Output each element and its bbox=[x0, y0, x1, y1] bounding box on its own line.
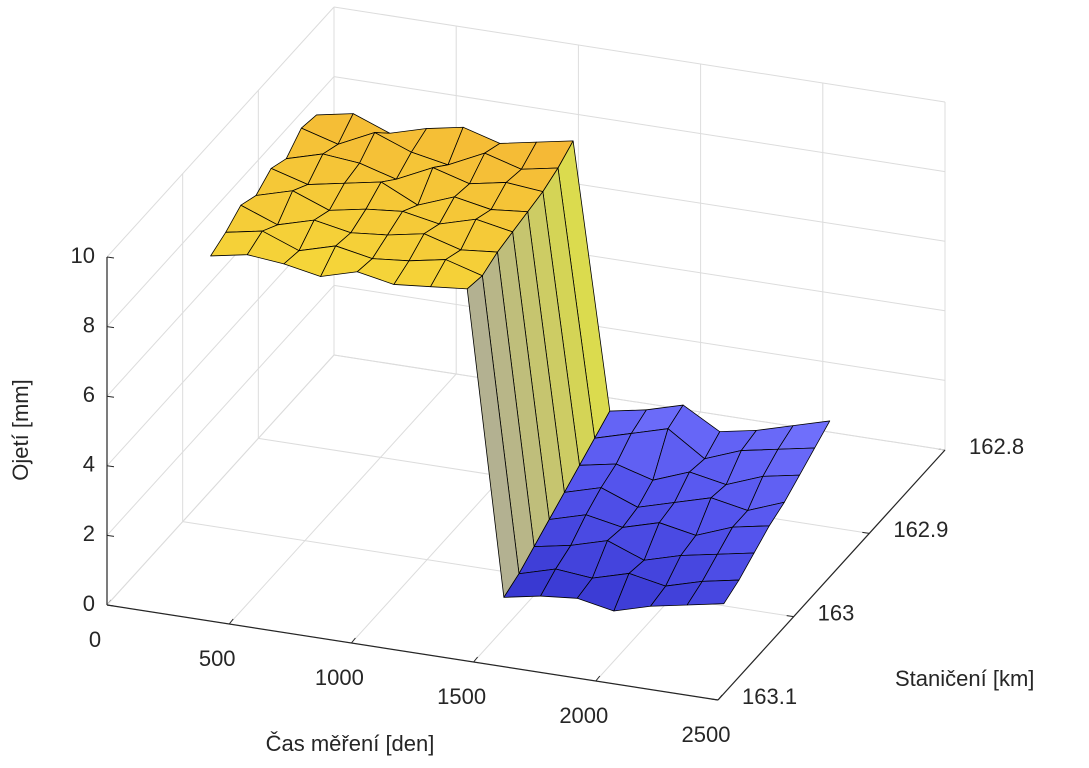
tick-mark bbox=[106, 326, 115, 329]
tick-mark bbox=[106, 256, 115, 259]
grid-line bbox=[333, 76, 946, 173]
z-tick-label: 0 bbox=[83, 591, 95, 616]
grid-line bbox=[106, 6, 335, 258]
y-axis bbox=[717, 449, 946, 701]
z-tick-label: 6 bbox=[83, 382, 95, 407]
grid-line bbox=[106, 354, 335, 606]
x-tick-label: 2000 bbox=[559, 703, 608, 728]
z-axis-label: Ojetí [mm] bbox=[8, 379, 33, 480]
grid-line bbox=[333, 6, 946, 103]
tick-mark bbox=[351, 637, 356, 644]
tick-mark bbox=[106, 465, 115, 468]
y-tick-label: 162.9 bbox=[893, 517, 948, 542]
grid-line bbox=[333, 284, 946, 381]
y-tick-label: 163 bbox=[818, 600, 855, 625]
y-tick-label: 162.8 bbox=[969, 434, 1024, 459]
tick-mark bbox=[106, 395, 115, 398]
grid-line bbox=[228, 373, 457, 625]
grid-line bbox=[333, 354, 946, 451]
tick-mark bbox=[862, 531, 870, 534]
x-tick-label: 2500 bbox=[682, 722, 731, 747]
z-tick-label: 8 bbox=[83, 312, 95, 337]
x-axis bbox=[106, 604, 719, 701]
x-tick-label: 0 bbox=[89, 627, 101, 652]
y-axis-label: Staničení [km] bbox=[895, 666, 1034, 691]
tick-mark bbox=[473, 656, 478, 663]
grid-line bbox=[106, 76, 335, 327]
y-tick-label: 163.1 bbox=[742, 684, 797, 709]
tick-mark bbox=[786, 615, 794, 618]
tick-mark bbox=[106, 534, 115, 537]
x-tick-label: 500 bbox=[199, 646, 236, 671]
x-axis-label: Čas měření [den] bbox=[266, 731, 435, 756]
z-tick-label: 2 bbox=[83, 521, 95, 546]
z-tick-label: 4 bbox=[83, 452, 95, 477]
grid-line bbox=[106, 285, 335, 536]
tick-mark bbox=[228, 618, 234, 625]
z-tick-label: 10 bbox=[71, 243, 95, 268]
tick-mark bbox=[595, 675, 601, 682]
x-tick-label: 1500 bbox=[437, 684, 486, 709]
surface-face bbox=[686, 579, 740, 606]
x-tick-label: 1000 bbox=[315, 665, 364, 690]
